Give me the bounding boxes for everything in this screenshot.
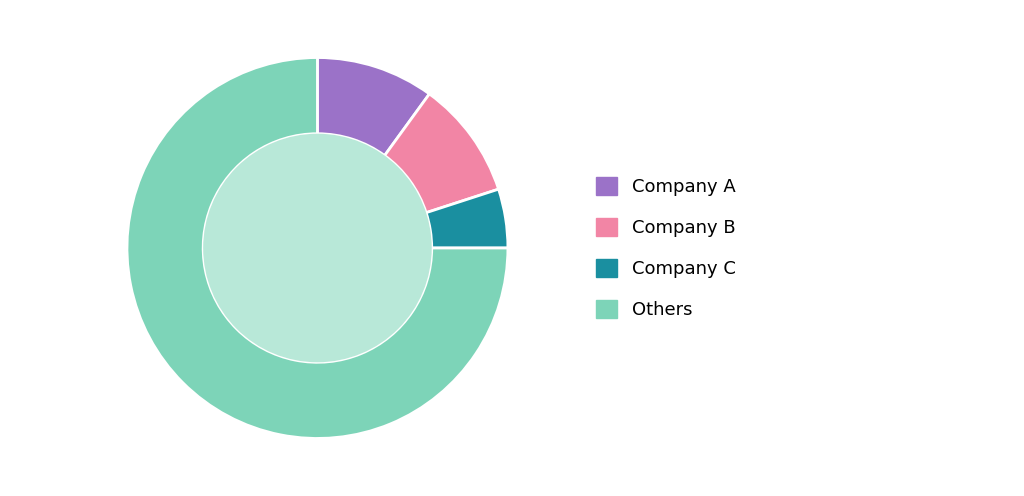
Wedge shape	[385, 94, 499, 213]
Wedge shape	[127, 58, 508, 438]
Wedge shape	[426, 189, 508, 248]
Legend: Company A, Company B, Company C, Others: Company A, Company B, Company C, Others	[589, 170, 742, 326]
Wedge shape	[317, 58, 429, 156]
Circle shape	[203, 134, 432, 362]
